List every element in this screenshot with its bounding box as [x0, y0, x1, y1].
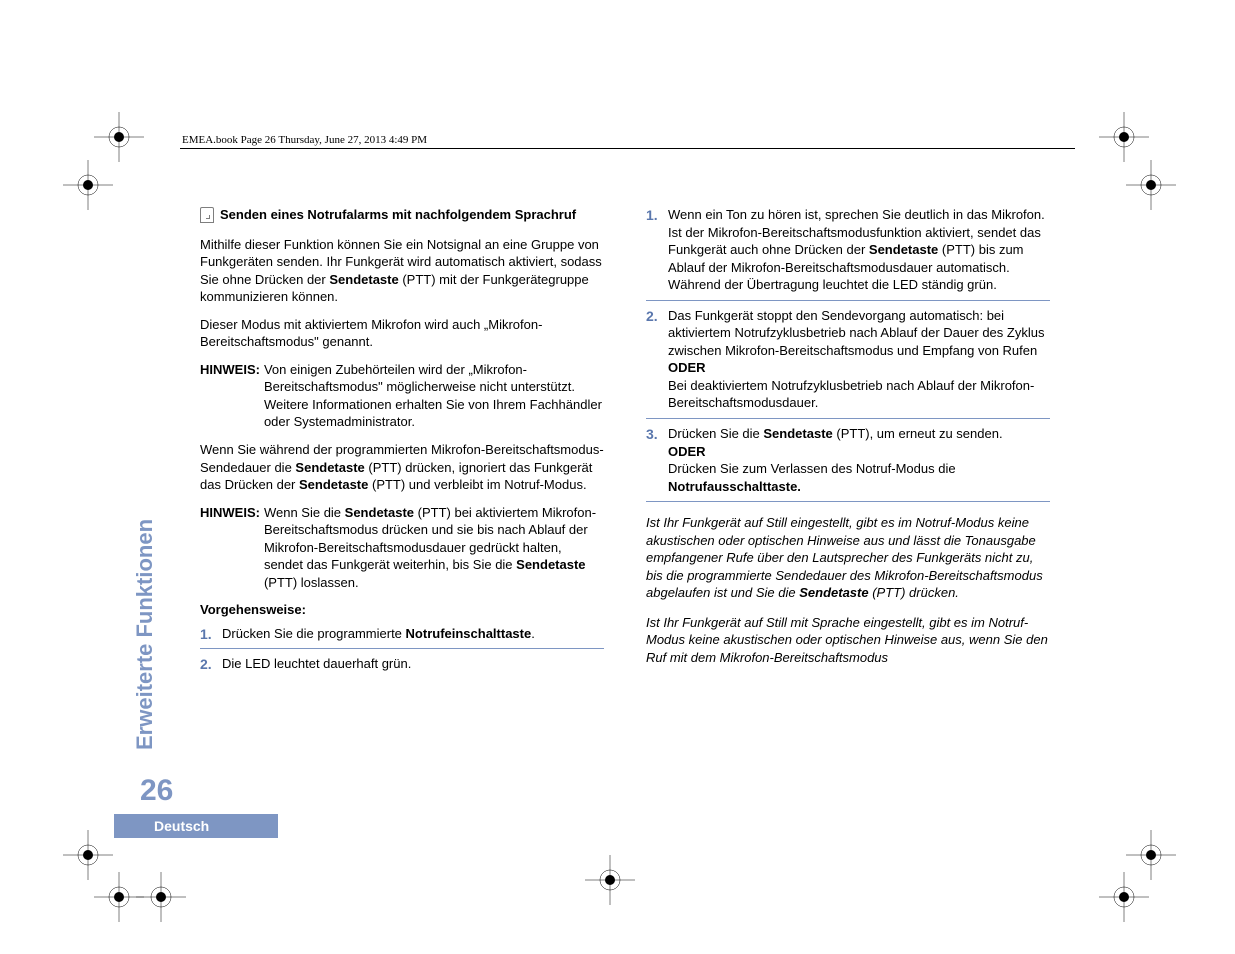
step-1: Drücken Sie die programmierte Notrufeins… — [200, 625, 604, 650]
step-2: Die LED leuchtet dauerhaft grün. — [200, 655, 604, 679]
paragraph: Wenn Sie während der programmierten Mikr… — [200, 441, 604, 494]
procedure-label: Vorgehensweise: — [200, 601, 604, 619]
note-italic: Ist Ihr Funkgerät auf Still mit Sprache … — [646, 614, 1050, 667]
header-rule — [180, 148, 1075, 149]
crop-mark-icon — [136, 872, 186, 922]
note-label: HINWEIS: — [200, 504, 260, 592]
left-column: Senden eines Notrufalarms mit nachfolgen… — [200, 206, 604, 685]
note-label: HINWEIS: — [200, 361, 260, 431]
crop-mark-icon — [63, 160, 113, 210]
language-bar: Deutsch — [114, 814, 278, 838]
paragraph: Mithilfe dieser Funktion können Sie ein … — [200, 236, 604, 306]
section-heading: Senden eines Notrufalarms mit nachfolgen… — [200, 206, 604, 224]
crop-mark-icon — [94, 112, 144, 162]
crop-mark-icon — [1126, 160, 1176, 210]
step-4: Das Funkgerät stoppt den Sendevorgang au… — [646, 307, 1050, 419]
page-number: 26 — [140, 774, 173, 808]
note: HINWEIS: Von einigen Zubehörteilen wird … — [200, 361, 604, 431]
header-text: EMEA.book Page 26 Thursday, June 27, 201… — [182, 134, 427, 146]
step-5: Drücken Sie die Sendetaste (PTT), um ern… — [646, 425, 1050, 502]
note-italic: Ist Ihr Funkgerät auf Still eingestellt,… — [646, 514, 1050, 602]
note-text: Von einigen Zubehörteilen wird der „Mikr… — [264, 361, 604, 431]
heading-text: Senden eines Notrufalarms mit nachfolgen… — [220, 206, 576, 224]
right-column: Wenn ein Ton zu hören ist, sprechen Sie … — [646, 206, 1050, 685]
note: HINWEIS: Wenn Sie die Sendetaste (PTT) b… — [200, 504, 604, 592]
crop-mark-icon — [1099, 112, 1149, 162]
crop-mark-icon — [585, 855, 635, 905]
note-text: Wenn Sie die Sendetaste (PTT) bei aktivi… — [264, 504, 604, 592]
crop-mark-icon — [1099, 872, 1149, 922]
step-3: Wenn ein Ton zu hören ist, sprechen Sie … — [646, 206, 1050, 301]
section-label: Erweiterte Funktionen — [132, 519, 158, 750]
document-icon — [200, 207, 214, 223]
paragraph: Dieser Modus mit aktiviertem Mikrofon wi… — [200, 316, 604, 351]
